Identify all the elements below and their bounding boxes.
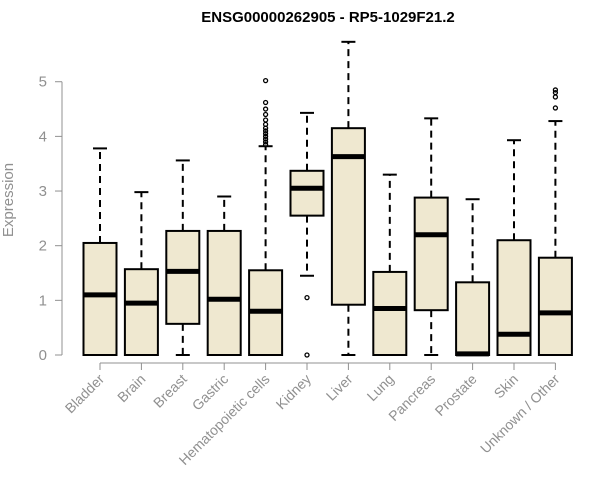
y-tick-label: 4: [39, 128, 47, 145]
outlier-point: [552, 105, 559, 111]
boxes-group: [82, 40, 573, 358]
box-body: [413, 196, 449, 312]
box-hematopoietic-cells: [248, 77, 284, 356]
x-tick-label: Unknown / Other: [477, 371, 563, 457]
outlier-point: [262, 99, 269, 106]
outlier-point: [262, 139, 269, 145]
chart-title: ENSG00000262905 - RP5-1029F21.2: [201, 9, 455, 26]
box-body: [165, 229, 201, 325]
box-lung: [372, 173, 408, 356]
y-tick-label: 5: [39, 74, 47, 91]
x-tick-label: Lung: [364, 371, 397, 404]
box-body: [123, 268, 159, 356]
box-brain: [123, 191, 159, 356]
x-tick-label: Bladder: [62, 371, 108, 417]
y-tick-label: 0: [39, 347, 47, 364]
x-tick-label: Skin: [491, 371, 522, 402]
box-unknown-other: [537, 87, 573, 357]
outlier-point: [552, 90, 559, 96]
box-skin: [496, 139, 532, 356]
box-breast: [165, 159, 201, 356]
box-liver: [330, 40, 366, 356]
outlier-point: [262, 128, 269, 134]
box-body: [206, 229, 242, 356]
y-tick-label: 1: [39, 292, 47, 309]
x-tick-label: Kidney: [273, 371, 315, 413]
box-kidney: [289, 111, 325, 358]
outlier-point: [304, 294, 310, 301]
outlier-point: [262, 133, 269, 140]
outlier-point: [262, 117, 269, 123]
y-tick-label: 2: [39, 238, 47, 255]
box-body: [289, 169, 325, 217]
y-tick-label: 3: [39, 183, 47, 200]
box-body: [372, 270, 408, 356]
outlier-point: [552, 87, 559, 93]
box-body: [496, 239, 532, 356]
y-axis-label: Expression: [0, 163, 17, 237]
x-tick-label: Liver: [323, 371, 356, 404]
box-gastric: [206, 195, 242, 356]
outlier-point: [262, 136, 269, 142]
x-tick-label: Brain: [114, 371, 148, 405]
outlier-point: [262, 130, 269, 137]
y-axis: 0 1 2 3 4 5: [39, 74, 63, 364]
outlier-point: [262, 111, 269, 118]
outlier-point: [262, 141, 269, 148]
box-bladder: [82, 147, 118, 356]
box-body: [82, 241, 118, 356]
outlier-point: [262, 121, 269, 128]
box-pancreas: [413, 117, 449, 356]
x-tick-label: Breast: [150, 371, 190, 411]
x-tick-label: Prostate: [432, 371, 480, 419]
box-prostate: [455, 198, 491, 357]
outlier-point: [262, 106, 269, 112]
outlier-point: [262, 77, 269, 84]
box-body: [537, 256, 573, 357]
outlier-point: [552, 94, 559, 100]
box-body: [455, 281, 491, 356]
outlier-point: [304, 352, 310, 358]
